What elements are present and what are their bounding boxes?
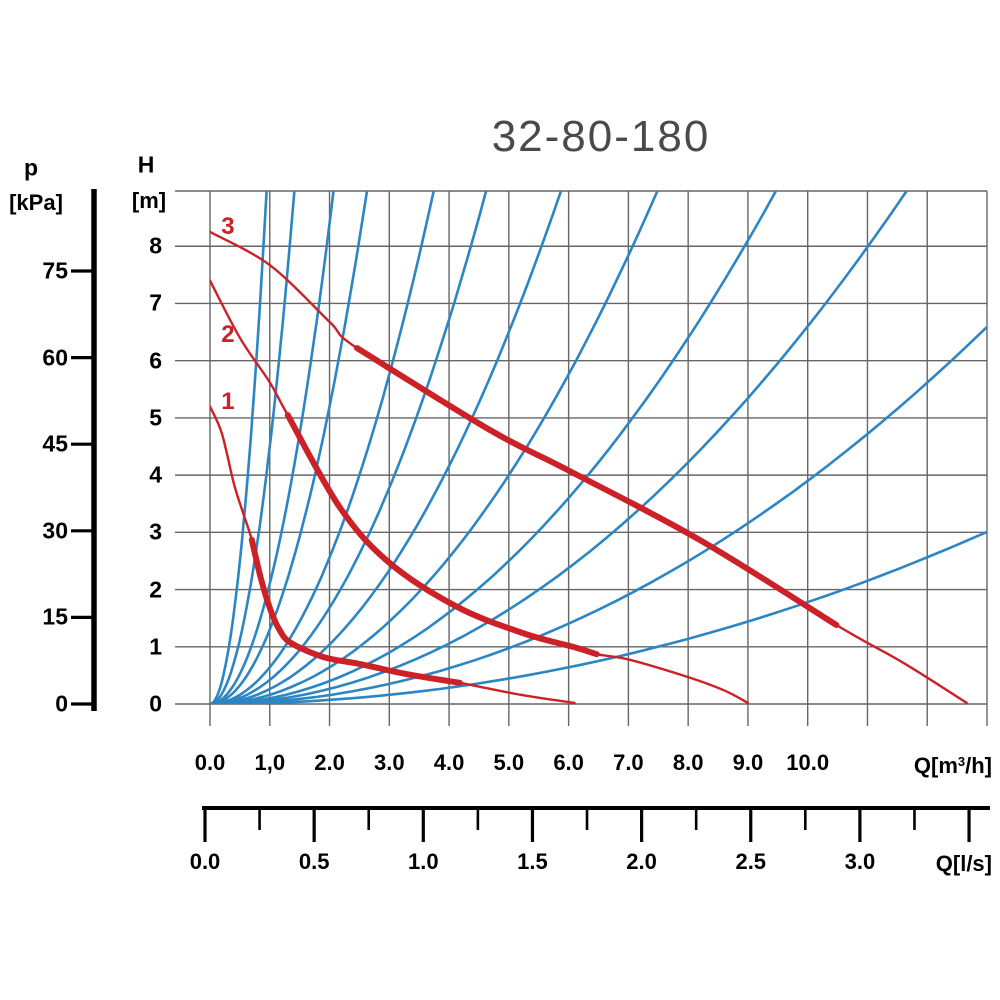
flow-ls-tick-label-0.0: 0.0 [189, 849, 221, 874]
grid [175, 190, 988, 726]
pressure-tick-label-15: 15 [42, 603, 68, 630]
ls-ruler [202, 806, 990, 842]
pressure-axis-name: p [23, 154, 39, 181]
chart-title: 32-80-180 [491, 112, 711, 161]
system-curve-9 [210, 191, 778, 704]
flow-axis-ls-unit-label: Q[l/s] [935, 851, 992, 876]
head-axis-name: H [137, 151, 155, 178]
flow-m3h-tick-label-3: 3.0 [374, 750, 405, 775]
system-curve-7 [210, 191, 563, 704]
system-curve-10 [210, 191, 908, 704]
flow-unit-m3h-prefix: Q[m [913, 753, 958, 778]
flow-ls-tick-label-0.5: 0.5 [298, 849, 330, 874]
pressure-tick-label-45: 45 [42, 430, 68, 457]
flow-m3h-tick-label-4: 4.0 [433, 750, 465, 775]
flow-m3h-tick-label-9: 9.0 [732, 750, 764, 775]
head-tick-label-6: 6 [149, 347, 162, 374]
pump-curve-1 [210, 405, 576, 704]
flow-m3h-tick-label-2: 2.0 [314, 750, 345, 775]
pump-curve-3-duty-range [354, 345, 840, 628]
flow-unit-m3h-exponent: 3 [957, 754, 966, 769]
head-tick-label-8: 8 [149, 232, 162, 259]
system-curve-1 [210, 191, 268, 704]
head-tick-label-1: 1 [149, 633, 162, 660]
system-curve-11 [210, 325, 987, 704]
head-tick-label-7: 7 [149, 289, 162, 316]
flow-m3h-tick-label-7: 7.0 [613, 750, 644, 775]
flow-m3h-tick-label-1: 1,0 [254, 750, 286, 775]
flow-m3h-tick-label-8: 8.0 [672, 750, 704, 775]
pump-curves [210, 230, 968, 704]
pump-curve-2-duty-range [284, 412, 600, 658]
system-curve-2 [210, 191, 296, 704]
flow-m3h-tick-label-0: 0.0 [194, 750, 226, 775]
pump-curve-3 [210, 230, 968, 704]
flow-m3h-tick-label-10: 10.0 [786, 750, 830, 775]
head-tick-label-5: 5 [149, 404, 162, 431]
flow-ls-tick-label-2.0: 2.0 [626, 849, 657, 874]
pump-curve-1-label: 1 [221, 387, 235, 415]
pressure-tick-label-60: 60 [42, 344, 68, 371]
flow-ls-tick-label-1.5: 1.5 [517, 849, 548, 874]
pump-curve-1-duty-range [248, 536, 463, 686]
system-curve-8 [210, 191, 659, 704]
pump-curve-2-label: 2 [221, 320, 235, 348]
pressure-axis [71, 189, 97, 711]
system-curve-12 [210, 530, 987, 704]
flow-ls-tick-label-3.0: 3.0 [844, 849, 876, 874]
system-curve-6 [210, 191, 488, 704]
head-tick-label-3: 3 [149, 518, 162, 545]
flow-m3h-tick-label-6: 6.0 [553, 750, 584, 775]
pressure-tick-label-75: 75 [42, 257, 68, 284]
flow-ls-tick-label-2.5: 2.5 [735, 849, 767, 874]
pressure-axis-unit: [kPa] [9, 190, 63, 215]
head-tick-label-2: 2 [149, 576, 162, 603]
head-tick-label-4: 4 [149, 461, 162, 488]
pressure-tick-label-30: 30 [42, 517, 68, 544]
flow-m3h-tick-label-5: 5.0 [493, 750, 525, 775]
system-curve-4 [210, 191, 369, 704]
system-curves [210, 191, 987, 704]
flow-unit-m3h-suffix: /h] [965, 753, 992, 778]
pressure-tick-label-0: 0 [55, 690, 68, 717]
system-curve-5 [210, 191, 435, 704]
head-tick-label-0: 0 [149, 690, 162, 717]
flow-ls-tick-label-1.0: 1.0 [408, 849, 439, 874]
head-axis-unit: [m] [131, 188, 167, 213]
pump-curve-3-label: 3 [221, 213, 235, 241]
flow-axis-m3h-unit-label: Q[m3/h] [914, 753, 992, 779]
system-curve-3 [210, 191, 335, 704]
